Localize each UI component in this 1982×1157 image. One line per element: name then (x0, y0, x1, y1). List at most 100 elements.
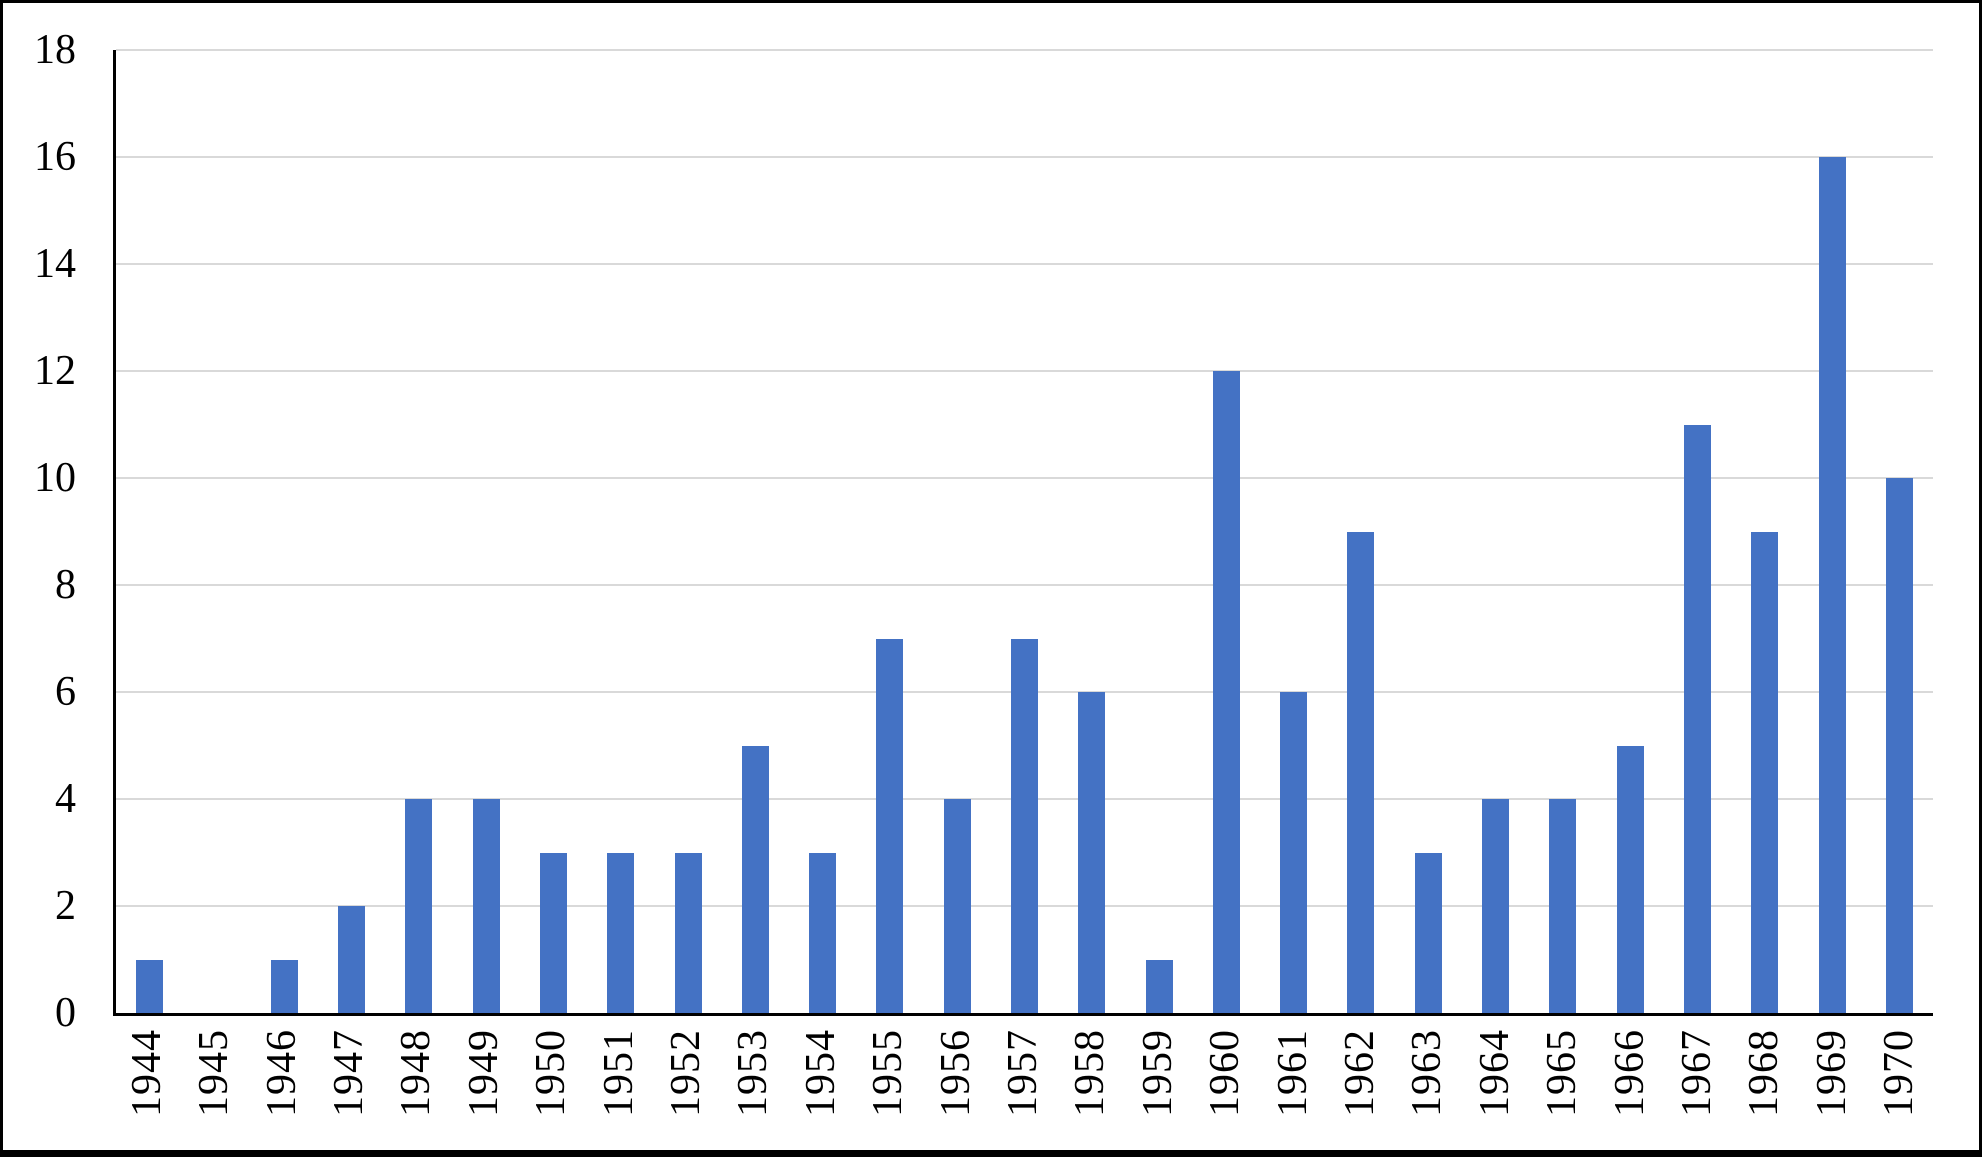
x-tick-slot-1966: 1966 (1596, 1029, 1663, 1117)
x-tick-slot-1951: 1951 (585, 1029, 652, 1117)
x-tick-slot-1952: 1952 (652, 1029, 719, 1117)
bar-slot-1968 (1731, 50, 1798, 1013)
y-tick-label-2: 2 (55, 883, 76, 929)
x-tick-label-1967: 1967 (1674, 1029, 1721, 1117)
bar-1952 (674, 852, 702, 1013)
y-tick-label-6: 6 (55, 669, 76, 716)
y-tick-label-0: 0 (55, 990, 76, 1036)
gridline-y18 (116, 49, 1933, 51)
plot-area (113, 49, 1933, 1016)
bar-1961 (1280, 692, 1308, 1013)
bar-slot-1958 (1058, 50, 1125, 1013)
gridline-y14 (116, 262, 1933, 265)
bar-1965 (1549, 799, 1577, 1013)
bar-slot-1950 (520, 50, 587, 1013)
bar-1950 (539, 852, 567, 1013)
bar-slot-1970 (1866, 50, 1933, 1013)
bar-1966 (1616, 745, 1644, 1013)
bar-slot-1966 (1597, 50, 1664, 1013)
bar-1962 (1347, 531, 1375, 1013)
bar-slot-1956 (924, 50, 991, 1013)
y-tick-label-16: 16 (34, 134, 76, 180)
bar-slot-1945 (183, 50, 250, 1013)
gridline-y10 (116, 476, 1933, 479)
x-tick-slot-1970: 1970 (1866, 1029, 1933, 1117)
bar-1956 (943, 799, 971, 1013)
y-tick-label-10: 10 (34, 455, 76, 501)
bar-slot-1964 (1462, 50, 1529, 1013)
x-tick-label-1948: 1948 (393, 1029, 440, 1117)
bar-slot-1963 (1395, 50, 1462, 1013)
y-tick-label-18: 18 (34, 27, 76, 73)
x-tick-label-1947: 1947 (325, 1029, 372, 1117)
bar-slot-1953 (722, 50, 789, 1013)
bar-slot-1965 (1529, 50, 1596, 1013)
bar-1963 (1414, 852, 1442, 1013)
x-tick-label-1970: 1970 (1876, 1029, 1923, 1117)
x-tick-label-1963: 1963 (1404, 1029, 1451, 1117)
x-tick-slot-1958: 1958 (1057, 1029, 1124, 1117)
x-tick-label-1952: 1952 (662, 1029, 709, 1117)
bar-slot-1948 (385, 50, 452, 1013)
x-tick-label-1958: 1958 (1067, 1029, 1114, 1117)
bar-slot-1947 (318, 50, 385, 1013)
x-tick-label-1955: 1955 (865, 1029, 912, 1117)
x-tick-label-1946: 1946 (258, 1029, 305, 1117)
x-tick-label-1949: 1949 (460, 1029, 507, 1117)
x-tick-label-1964: 1964 (1471, 1029, 1518, 1117)
bar-1947 (338, 906, 366, 1013)
x-tick-label-1956: 1956 (932, 1029, 979, 1117)
bar-1967 (1683, 424, 1711, 1013)
x-tick-label-1953: 1953 (730, 1029, 777, 1117)
bar-slot-1949 (452, 50, 519, 1013)
bar-slot-1962 (1327, 50, 1394, 1013)
x-tick-label-1960: 1960 (1202, 1029, 1249, 1117)
bar-series (116, 50, 1933, 1013)
bar-1969 (1818, 157, 1846, 1013)
bar-slot-1955 (856, 50, 923, 1013)
gridline-y8 (116, 584, 1933, 586)
x-tick-label-1969: 1969 (1808, 1029, 1855, 1117)
x-tick-slot-1950: 1950 (517, 1029, 584, 1117)
bar-slot-1954 (789, 50, 856, 1013)
x-tick-slot-1964: 1964 (1461, 1029, 1528, 1117)
bar-slot-1969 (1798, 50, 1865, 1013)
x-tick-label-1950: 1950 (528, 1029, 575, 1117)
x-tick-slot-1968: 1968 (1731, 1029, 1798, 1117)
x-tick-slot-1955: 1955 (854, 1029, 921, 1117)
bar-1946 (270, 959, 298, 1013)
bar-slot-1959 (1125, 50, 1192, 1013)
bar-1953 (741, 745, 769, 1013)
x-tick-slot-1945: 1945 (180, 1029, 247, 1117)
x-tick-label-1951: 1951 (595, 1029, 642, 1117)
bar-slot-1952 (654, 50, 721, 1013)
x-tick-slot-1946: 1946 (248, 1029, 315, 1117)
bar-slot-1951 (587, 50, 654, 1013)
x-tick-slot-1953: 1953 (720, 1029, 787, 1117)
x-tick-slot-1957: 1957 (989, 1029, 1056, 1117)
gridline-y16 (116, 155, 1933, 158)
bar-1954 (809, 852, 837, 1013)
x-tick-slot-1965: 1965 (1529, 1029, 1596, 1117)
x-tick-slot-1949: 1949 (450, 1029, 517, 1117)
x-tick-label-1957: 1957 (999, 1029, 1046, 1117)
bar-1951 (607, 852, 635, 1013)
bar-1944 (136, 959, 164, 1013)
y-tick-label-12: 12 (34, 348, 76, 395)
x-tick-label-1968: 1968 (1741, 1029, 1788, 1117)
bar-1957 (1011, 638, 1038, 1013)
y-tick-label-8: 8 (55, 562, 76, 608)
x-tick-label-1954: 1954 (797, 1029, 844, 1117)
x-tick-slot-1954: 1954 (787, 1029, 854, 1117)
x-tick-label-1959: 1959 (1134, 1029, 1181, 1117)
x-tick-slot-1944: 1944 (113, 1029, 180, 1117)
x-tick-slot-1963: 1963 (1394, 1029, 1461, 1117)
y-tick-label-4: 4 (55, 776, 76, 822)
x-tick-label-1945: 1945 (191, 1029, 238, 1117)
x-tick-slot-1948: 1948 (383, 1029, 450, 1117)
bar-1964 (1482, 799, 1510, 1013)
x-tick-slot-1959: 1959 (1124, 1029, 1191, 1117)
bar-1959 (1145, 959, 1173, 1013)
x-tick-label-1962: 1962 (1337, 1029, 1384, 1117)
